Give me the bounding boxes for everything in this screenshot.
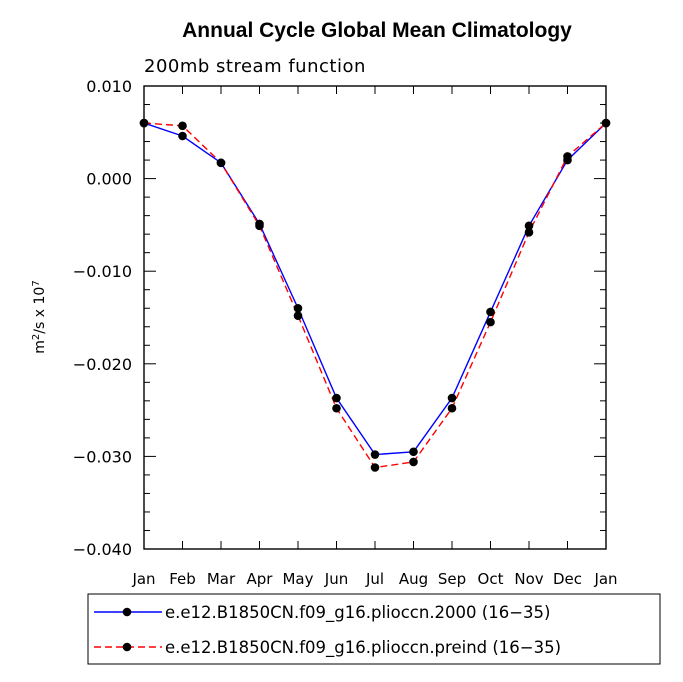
chart-subtitle: 200mb stream function (144, 56, 366, 77)
series-layer (139, 118, 611, 472)
data-point (139, 118, 149, 128)
data-point (216, 158, 226, 168)
data-point (332, 403, 341, 413)
data-point (370, 450, 380, 459)
y-axis-label-middle: /s x 10 (32, 287, 48, 334)
x-tick-label: Aug (399, 570, 428, 588)
series-line (143, 122, 607, 469)
legend-marker (122, 642, 132, 652)
data-point (524, 221, 534, 231)
x-tick-label: Jun (324, 570, 348, 588)
x-tick-label: Oct (478, 570, 504, 588)
y-axis-label-exponent-2: 7 (31, 280, 42, 286)
y-axis-label-unit: m (32, 340, 48, 354)
x-tick-label: Dec (553, 570, 582, 588)
data-point (178, 131, 187, 141)
legend-marker (122, 607, 132, 617)
legend: e.e12.B1850CN.f09_g16.plioccn.2000 (16−3… (87, 593, 661, 665)
y-tick-label: −0.010 (73, 262, 132, 281)
y-tick-label: −0.040 (73, 540, 132, 559)
y-axis: 0.010 0.000 −0.010 −0.020 −0.030 −0.040 (73, 77, 606, 559)
x-tick-label: Nov (514, 570, 543, 588)
data-point (486, 317, 495, 327)
x-axis: Jan Feb Mar Apr May Jun Jul Aug Sep Oct Nov Dec Jan (131, 86, 618, 588)
y-tick-label: 0.010 (86, 77, 132, 96)
data-point (293, 311, 303, 320)
y-axis-label: m2/s x 107 (31, 280, 49, 353)
x-tick-label: Apr (247, 570, 274, 588)
data-point (563, 152, 572, 161)
y-tick-label: −0.030 (73, 447, 132, 466)
x-tick-label: May (282, 570, 313, 588)
x-tick-label: Mar (207, 570, 236, 588)
data-point (409, 457, 418, 467)
legend-label: e.e12.B1850CN.f09_g16.plioccn.preind (16… (165, 638, 561, 658)
y-tick-label: −0.020 (73, 355, 132, 374)
y-axis-label-exponent-1: 2 (31, 334, 42, 340)
x-tick-label: Feb (169, 570, 196, 588)
legend-label: e.e12.B1850CN.f09_g16.plioccn.2000 (16−3… (165, 603, 551, 623)
chart-title: Annual Cycle Global Mean Climatology (182, 19, 572, 42)
y-tick-label: 0.000 (86, 170, 132, 189)
data-point (370, 463, 380, 472)
data-point (486, 307, 495, 317)
data-point (447, 403, 457, 413)
x-tick-label: Sep (438, 570, 466, 588)
data-point (332, 393, 341, 403)
series-line (143, 122, 607, 456)
data-point (524, 228, 534, 237)
data-point (601, 118, 611, 128)
data-point (447, 393, 457, 403)
data-point (409, 447, 418, 457)
x-tick-label: Jan (593, 570, 617, 588)
data-point (293, 303, 303, 313)
data-point (255, 221, 264, 231)
x-tick-label: Jan (131, 570, 155, 588)
legend-box (87, 593, 661, 665)
x-tick-label: Jul (365, 570, 384, 588)
data-point (178, 121, 187, 131)
